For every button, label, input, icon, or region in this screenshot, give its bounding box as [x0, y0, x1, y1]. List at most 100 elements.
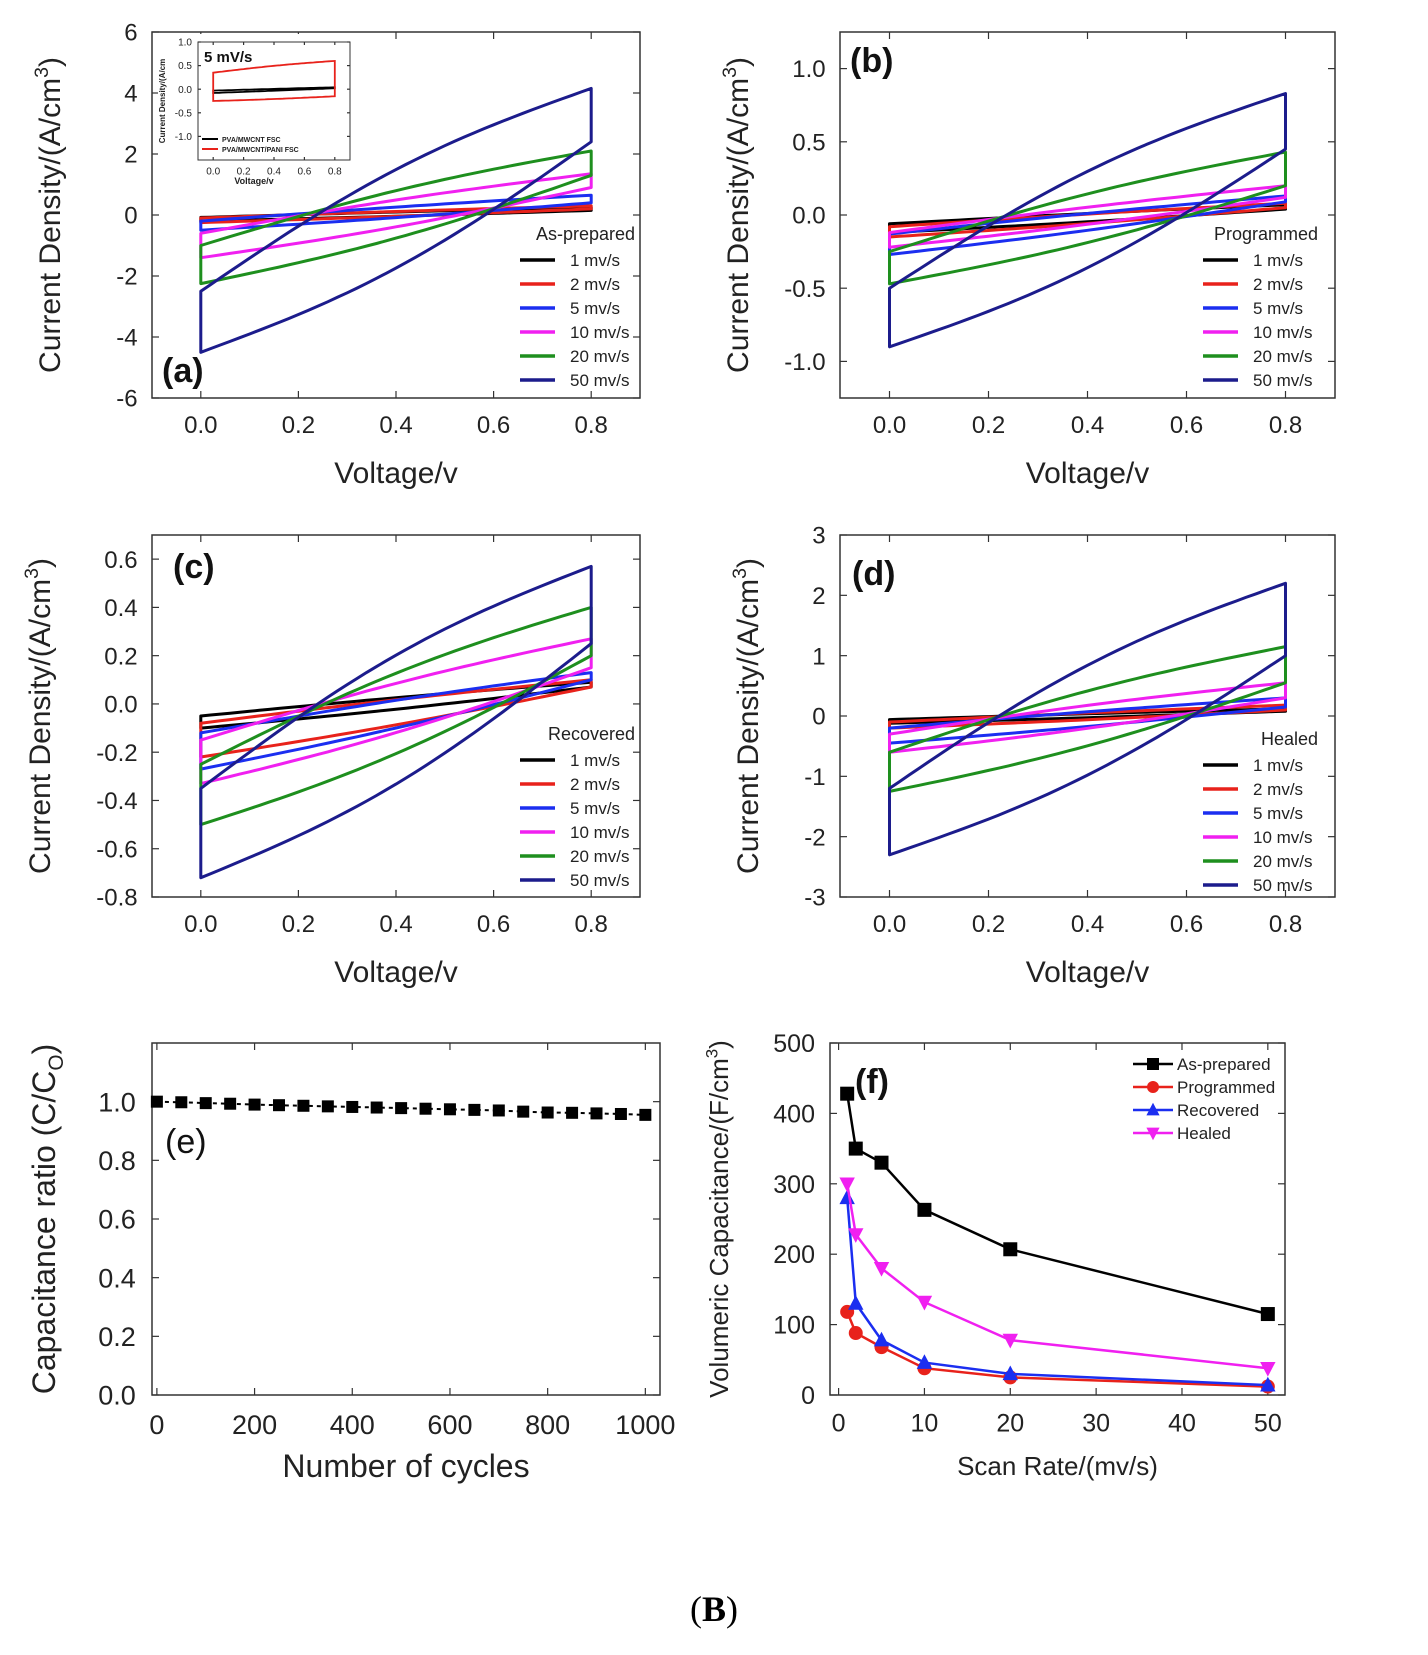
series-line	[845, 1093, 1269, 1316]
y-tick-label: 2	[812, 583, 825, 610]
x-tick-label: 0.2	[282, 412, 315, 439]
y-axis-label: Current Density/(A/cm3)	[21, 558, 57, 874]
x-axis-label: Number of cycles	[282, 1448, 529, 1484]
figure: 0.0 0.2 0.4 0.6 0.8 -6 -4 -2 0 2 4 6 As-prepared 1 mv…	[21, 20, 1336, 1484]
y-tick-label: 1.0	[792, 56, 825, 83]
y-tick-label: 1	[812, 643, 825, 670]
x-tick-label: 200	[232, 1410, 277, 1440]
x-tick-label: 0.6	[1170, 412, 1203, 439]
x-tick-label: 0.8	[328, 167, 342, 178]
capacitance-point	[224, 1097, 237, 1110]
x-tick-label: 0.6	[477, 412, 510, 439]
capacitance-point	[248, 1098, 261, 1111]
legend-label: 2 mv/s	[1253, 275, 1303, 294]
y-tick-label: 300	[773, 1171, 815, 1199]
series-line	[845, 1197, 1268, 1387]
y-tick-label: 0.2	[104, 643, 137, 670]
capacitance-line	[156, 1100, 646, 1116]
y-tick-label: -1.0	[784, 349, 825, 376]
data-point	[874, 1155, 889, 1170]
capacitance-point	[468, 1103, 481, 1116]
y-tick-label: 0.4	[104, 595, 137, 622]
y-tick-label: 0.5	[792, 129, 825, 156]
x-tick-label: 40	[1168, 1409, 1196, 1437]
legend-label: 1 mv/s	[570, 251, 620, 270]
cv-loop-20-mv-s	[199, 149, 593, 286]
plot-frame	[151, 534, 641, 898]
y-tick-label: -2	[116, 264, 137, 291]
capacitance-point	[443, 1103, 456, 1116]
cv-loop-20-mv-s	[888, 150, 1287, 286]
cv-loop-50-mv-s	[199, 86, 593, 354]
data-point	[1146, 1102, 1160, 1116]
legend-label: 2 mv/s	[1253, 780, 1303, 799]
y-tick-label: 100	[773, 1312, 815, 1340]
capacitance-point	[150, 1095, 163, 1108]
data-point	[916, 1295, 933, 1311]
y-tick-label: -2	[804, 824, 825, 851]
legend-label: 1 mv/s	[1253, 756, 1303, 775]
legend-title: Programmed	[1214, 224, 1318, 244]
capacitance-point	[370, 1101, 383, 1114]
cv-loop-2-mv-s	[199, 204, 593, 225]
data-point	[873, 1261, 890, 1277]
x-tick-label: 0.0	[206, 167, 220, 178]
y-tick-label: 0.8	[98, 1146, 136, 1176]
panel-label: (a)	[162, 352, 204, 390]
capacitance-point	[199, 1097, 212, 1110]
y-tick-label: -6	[116, 386, 137, 413]
capacitance-point	[590, 1107, 603, 1120]
legend-label: 50 mv/s	[1253, 371, 1313, 390]
data-point	[917, 1202, 932, 1217]
x-tick-label: 0.8	[575, 412, 608, 439]
inset-x-axis-label: Voltage/v	[234, 176, 273, 186]
data-point	[840, 1086, 855, 1101]
y-tick-label: 400	[773, 1100, 815, 1128]
panel-b: 0.0 0.2 0.4 0.6 0.8 -1.0 -0.5 0.0 0.5 1.0 Programm…	[719, 31, 1336, 490]
x-axis-label: Voltage/v	[334, 956, 457, 989]
y-tick-label: -0.4	[96, 788, 137, 815]
x-tick-label: 30	[1082, 1409, 1110, 1437]
x-tick-label: 600	[427, 1410, 472, 1440]
y-tick-label: 0.0	[104, 692, 137, 719]
y-tick-label: 0.0	[178, 85, 192, 96]
y-axis-label: Current Density/(A/cm3)	[729, 558, 765, 874]
inset-plot: 0.0 0.2 0.4 0.6 0.8 -1.0 -0.5 0.0 0.5 1.0 5 mV/s PV…	[158, 34, 358, 186]
y-tick-label: 0	[801, 1382, 815, 1410]
data-point	[1260, 1307, 1275, 1322]
legend-label: 2 mv/s	[570, 275, 620, 294]
data-point	[1147, 1058, 1159, 1070]
panel-label: (e)	[165, 1123, 207, 1161]
legend-title: Recovered	[548, 724, 635, 744]
data-point	[1260, 1376, 1276, 1392]
series-line	[845, 1183, 1268, 1370]
y-tick-label: 0.2	[98, 1322, 136, 1352]
x-tick-label: 0.0	[184, 911, 217, 938]
y-tick-label: 4	[124, 81, 137, 108]
y-tick-label: -0.5	[784, 276, 825, 303]
capacitance-point	[419, 1102, 432, 1115]
x-tick-label: 10	[911, 1409, 939, 1437]
legend-label: 20 mv/s	[1253, 852, 1313, 871]
y-tick-label: 0	[124, 203, 137, 230]
panel-label: (b)	[850, 42, 893, 80]
x-tick-label: 0.4	[379, 412, 412, 439]
capacitance-point	[346, 1100, 359, 1113]
x-tick-label: 0.8	[1269, 412, 1302, 439]
y-axis-label: Volumeric Capacitance/(F/cm3)	[703, 1040, 734, 1398]
legend-label: 20 mv/s	[570, 847, 630, 866]
cv-loop-2-mv-s	[888, 201, 1287, 239]
x-tick-label: 0.4	[379, 911, 412, 938]
x-tick-label: 0	[832, 1409, 846, 1437]
figure-caption: (B)	[689, 1589, 738, 1629]
x-tick-label: 0.2	[237, 167, 251, 178]
x-tick-label: 800	[525, 1410, 570, 1440]
panel-d: 0.0 0.2 0.4 0.6 0.8 -3 -2 -1 0 1 2 3 Healed 1 mv/s 2 m…	[729, 523, 1336, 989]
y-tick-label: 1.0	[98, 1087, 136, 1117]
capacitance-point	[541, 1106, 554, 1119]
y-tick-label: -1	[804, 764, 825, 791]
y-tick-label: 2	[124, 142, 137, 169]
cv-loop-10-mv-s	[199, 172, 593, 260]
y-tick-label: -4	[116, 325, 137, 352]
data-point	[1146, 1127, 1160, 1141]
